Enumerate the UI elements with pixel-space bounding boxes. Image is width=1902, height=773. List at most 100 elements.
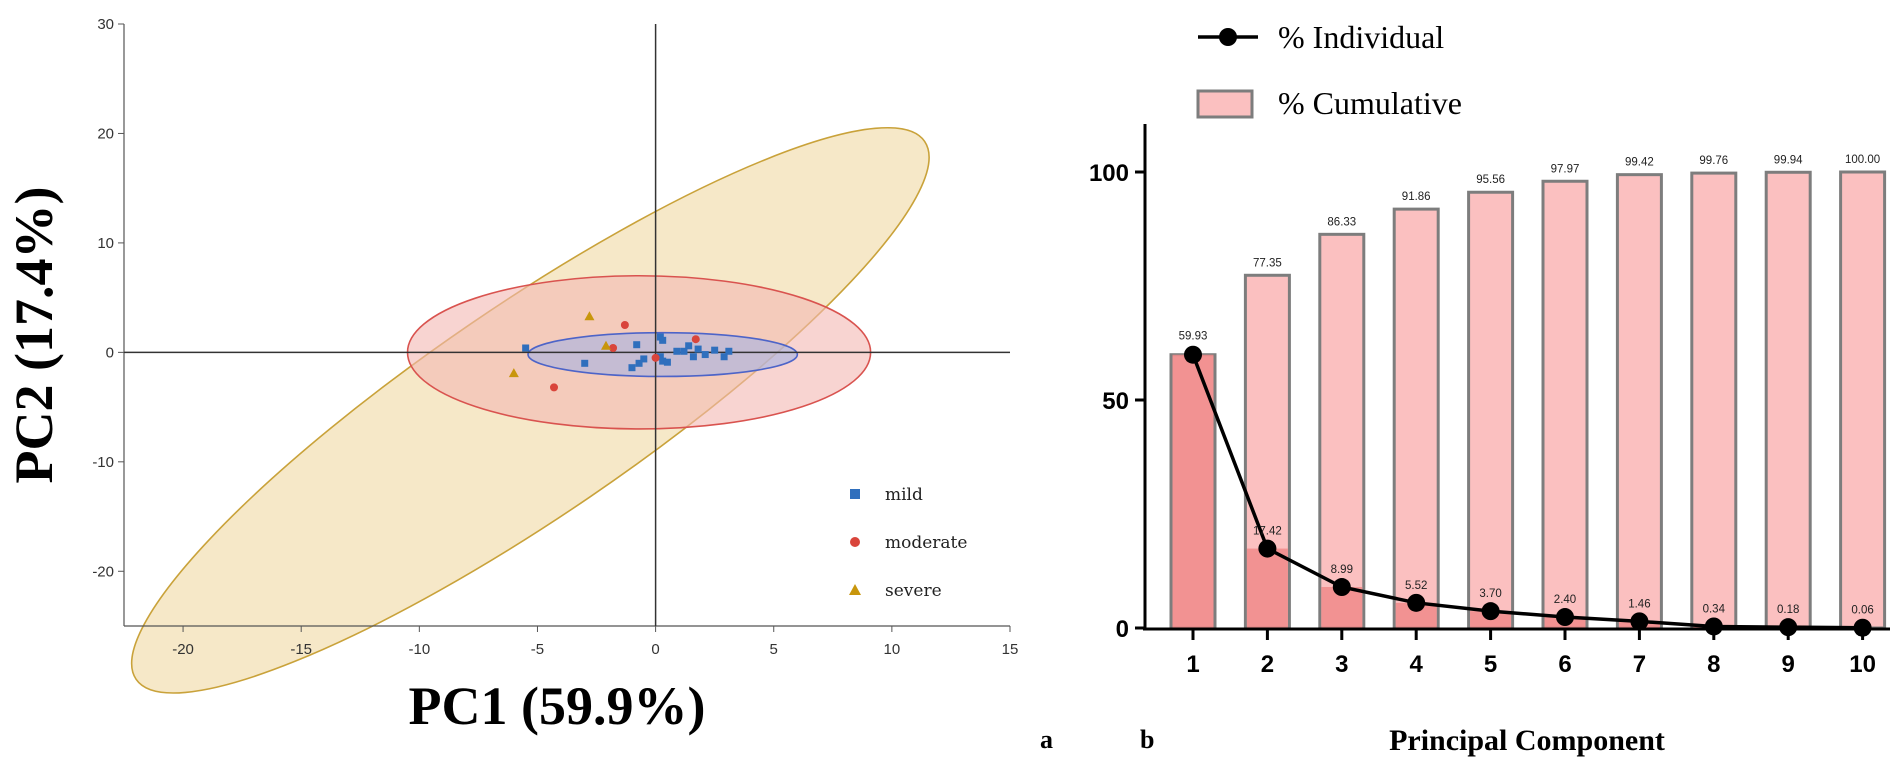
cumulative-data-label: 99.42	[1625, 157, 1654, 169]
individual-point	[1481, 602, 1500, 621]
panel-b-label: b	[1140, 725, 1154, 754]
individual-point	[1258, 539, 1277, 558]
point-mild	[680, 347, 688, 355]
point-mild	[663, 358, 671, 366]
cumulative-bar	[1690, 171, 1738, 630]
x-tick-label: 5	[770, 641, 778, 658]
legend-label-moderate: moderate	[885, 533, 967, 553]
legend-label-mild: mild	[885, 485, 923, 505]
point-mild	[720, 353, 728, 361]
individual-point	[1779, 618, 1798, 637]
cumulative-bar	[1764, 170, 1812, 630]
panel-a-label: a	[1040, 725, 1053, 754]
individual-data-label: 0.06	[1851, 605, 1873, 617]
x-tick-label: 2	[1261, 651, 1274, 678]
individual-point	[1556, 608, 1574, 627]
point-mild	[685, 342, 693, 350]
individual-point	[1407, 593, 1426, 612]
x-tick-label: -5	[531, 641, 544, 658]
cumulative-data-label: 91.86	[1402, 191, 1431, 203]
cumulative-bar	[1392, 207, 1440, 630]
point-mild	[635, 359, 643, 367]
individual-data-label: 5.52	[1405, 580, 1427, 592]
point-moderate	[651, 353, 660, 362]
cumulative-data-label: 99.94	[1774, 154, 1803, 166]
point-severe	[508, 368, 519, 378]
legend-bar-marker	[1196, 89, 1254, 119]
x-axis-title: PC1 (59.9%)	[409, 676, 706, 736]
legend-marker-moderate	[850, 537, 860, 547]
cumulative-data-label: 97.97	[1551, 163, 1580, 175]
individual-data-label: 59.93	[1179, 331, 1208, 343]
point-mild	[628, 364, 636, 372]
point-moderate	[609, 343, 618, 352]
x-tick-label: -20	[172, 641, 194, 658]
x-tick-label: -15	[290, 641, 312, 658]
x-tick-label: 9	[1782, 651, 1795, 678]
individual-data-label: 0.34	[1703, 603, 1726, 615]
cumulative-data-label: 77.35	[1253, 257, 1282, 269]
cumulative-bar	[1615, 173, 1663, 630]
legend-label-individual: % Individual	[1278, 19, 1444, 55]
y-tick-label: 0	[106, 344, 114, 361]
x-tick-label: 4	[1410, 651, 1424, 678]
x-axis-title: Principal Component	[1389, 724, 1665, 757]
point-mild	[711, 346, 719, 354]
individual-data-label: 1.46	[1628, 598, 1650, 610]
individual-data-label: 3.70	[1479, 588, 1501, 600]
y-tick-label: 100	[1089, 160, 1129, 187]
y-axis-title: PC2 (17.4%)	[4, 187, 64, 484]
point-mild	[701, 351, 709, 359]
point-moderate	[620, 321, 629, 329]
y-tick-label: 30	[97, 16, 114, 33]
cumulative-bar	[1541, 179, 1589, 630]
point-severe	[600, 340, 611, 350]
legend-label-severe: severe	[885, 581, 942, 601]
individual-line	[1191, 354, 1863, 630]
y-tick-label: -10	[92, 454, 114, 471]
point-mild	[659, 357, 667, 365]
point-mild	[640, 355, 648, 363]
individual-data-label: 0.18	[1777, 604, 1799, 616]
individual-point	[1630, 612, 1649, 631]
cumulative-data-label: 95.56	[1476, 174, 1505, 186]
y-tick-label: 10	[97, 235, 114, 252]
individual-point	[1704, 617, 1723, 636]
individual-data-label: 8.99	[1331, 564, 1353, 576]
cumulative-data-label: 100.00	[1845, 154, 1880, 166]
x-tick-label: 5	[1484, 651, 1497, 678]
point-mild	[581, 359, 589, 367]
cumulative-data-label: 86.33	[1327, 216, 1356, 228]
point-moderate	[691, 335, 700, 344]
point-mild	[689, 353, 697, 361]
individual-data-label: 17.42	[1253, 526, 1282, 538]
panel-a-pca-scatter: -20 -15 -10 -5 0 5 10 15 -20 -10 0 10 20 30 mild modera…	[4, 16, 1019, 736]
legend-point-marker	[1219, 28, 1237, 46]
individual-data-label: 2.40	[1554, 594, 1576, 606]
x-tick-label: 15	[1002, 641, 1019, 658]
cumulative-bar	[1318, 232, 1366, 630]
x-tick-label: 7	[1633, 651, 1646, 678]
point-mild	[633, 341, 641, 349]
point-severe	[584, 311, 595, 321]
individual-bar	[1172, 354, 1214, 628]
x-tick-label: 0	[651, 641, 659, 658]
x-tick-label: 3	[1335, 651, 1348, 678]
panel-b-scree-plot: 77.35 86.33 91.86 95.56 97.97 99.42 99.76 99.94…	[1089, 19, 1890, 757]
x-tick-label: 1	[1186, 651, 1199, 678]
y-tick-label: -20	[92, 563, 114, 580]
individual-point	[1332, 578, 1351, 597]
individual-point	[1184, 345, 1202, 364]
point-mild	[522, 344, 530, 352]
individual-bar	[1246, 548, 1288, 628]
legend-marker-severe	[849, 584, 861, 595]
point-mild	[694, 345, 702, 353]
point-mild	[673, 347, 681, 355]
point-mild	[659, 336, 667, 344]
legend-marker-mild	[850, 489, 860, 499]
cumulative-bar	[1839, 170, 1887, 630]
legend-label-cumulative: % Cumulative	[1278, 85, 1462, 121]
cumulative-data-label: 99.76	[1699, 155, 1728, 167]
y-tick-label: 20	[97, 125, 114, 142]
